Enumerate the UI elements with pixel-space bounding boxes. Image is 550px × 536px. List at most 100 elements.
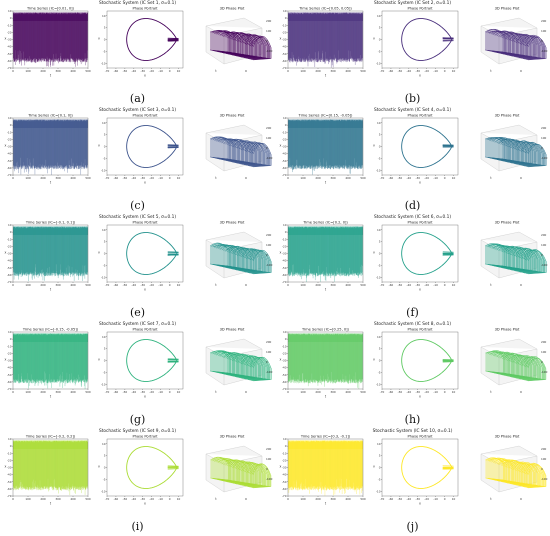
- phase-orbit: [126, 232, 178, 275]
- x-tick-label: 0: [12, 176, 14, 180]
- y-tick-label: -60: [282, 59, 287, 63]
- y-tick-label: -70: [282, 66, 287, 70]
- z-tick-label: 100: [266, 136, 272, 140]
- y-tick-label: -30: [7, 145, 12, 149]
- y-tick-label: -10: [376, 61, 381, 65]
- panel-suptitle: Stochastic System (IC Set 10, σ=0.1): [372, 429, 453, 434]
- time-series-band: [288, 333, 363, 342]
- x-tick-label: 10: [177, 283, 181, 287]
- figure-panel: Stochastic System (IC Set 8, σ=0.1) Time …: [275, 321, 550, 428]
- x-axis-label: t: [490, 283, 492, 287]
- y-tick-label: -30: [282, 145, 287, 149]
- phase-3d-title: 3D Phase Plot: [220, 221, 245, 225]
- y-tick-label: -70: [282, 280, 287, 284]
- x-axis-label: t: [215, 69, 217, 73]
- y-tick-label: -5: [378, 477, 381, 481]
- phase-frame: [106, 331, 184, 390]
- phase-portrait-plot: Phase Portrait -70 -60 -50 -40 -30 -20 -10 0 10 -1…: [97, 327, 189, 402]
- y-axis-label: x: [280, 465, 282, 469]
- phase-portrait-title: Phase Portrait: [132, 221, 158, 225]
- x-tick-label: 500: [85, 497, 91, 501]
- z-tick-label: 0: [266, 253, 268, 257]
- y-tick-label: -40: [282, 473, 287, 477]
- y-tick-label: -50: [7, 480, 12, 484]
- x-tick-label: -70: [380, 390, 385, 394]
- phase-portrait-svg: Phase Portrait-70 -60 -50 -40 -30 -20 -10 0 10-1…: [98, 435, 184, 506]
- phase-tail: [442, 37, 454, 42]
- phase-tail: [442, 465, 454, 470]
- z-tick-label: 100: [266, 29, 272, 33]
- x-tick-label: 300: [330, 390, 336, 394]
- time-series-title: Time Series (IC=[0.25, 0]): [301, 328, 349, 332]
- y-tick-label: -5: [378, 156, 381, 160]
- y-tick-label: 10: [283, 9, 287, 13]
- x-tick-label: -30: [140, 69, 145, 73]
- x-tick-label: 200: [40, 176, 46, 180]
- x-tick-label: -60: [114, 69, 119, 73]
- z-tick-label: 0: [266, 39, 268, 43]
- time-series-plot: Time Series (IC=[-0.15, -0.05]) 0 100 200 30…: [4, 327, 94, 402]
- y-tick-label: 10: [283, 330, 287, 334]
- x-axis-label: t: [490, 390, 492, 394]
- y-axis-label: x: [245, 497, 247, 501]
- x-tick-label: 400: [70, 69, 76, 73]
- x-tick-label: 500: [360, 176, 366, 180]
- y-tick-label: -30: [7, 38, 12, 42]
- x-tick-label: 300: [330, 497, 336, 501]
- x-tick-label: -10: [158, 283, 163, 287]
- phase-frame: [381, 10, 459, 69]
- x-axis-label: t: [215, 497, 217, 501]
- y-axis-label: x: [245, 390, 247, 394]
- y-axis-label: x: [520, 69, 522, 73]
- z-tick-label: -100: [266, 263, 273, 267]
- x-tick-label: -50: [123, 390, 128, 394]
- x-tick-label: -60: [389, 176, 394, 180]
- time-series-plot: Time Series (IC=[0.05, 0.05]) 0 100 200 300 4…: [279, 6, 369, 81]
- phase-3d-title: 3D Phase Plot: [220, 328, 245, 332]
- y-axis-label: x: [245, 283, 247, 287]
- panel-caption: (e): [129, 306, 146, 319]
- phase-orbit: [401, 446, 453, 489]
- phase-portrait-svg: Phase Portrait-70 -60 -50 -40 -30 -20 -10 0 10-1…: [373, 221, 459, 292]
- y-tick-label: 5: [379, 240, 381, 244]
- x-tick-label: 0: [12, 497, 14, 501]
- phase-portrait-plot: Phase Portrait -70 -60 -50 -40 -30 -20 -10 0 10 -1…: [97, 220, 189, 295]
- y-tick-label: -70: [282, 494, 287, 498]
- y-tick-label: 5: [104, 347, 106, 351]
- time-series-svg: Time Series (IC=[0.3, -0.1])0 100 200 300 40…: [280, 435, 366, 506]
- y-tick-label: -60: [7, 273, 12, 277]
- y-axis-label: x: [245, 69, 247, 73]
- time-series-line: [288, 12, 363, 68]
- y-tick-label: -20: [282, 244, 287, 248]
- figure-panel: Stochastic System (IC Set 6, σ=0.1) Time …: [275, 214, 550, 321]
- time-series-plot: Time Series (IC=[0.15, -0.05]) 0 100 200 300…: [279, 113, 369, 188]
- phase-3d-svg: 3D Phase Plot 200 100 0 -100 t x: [205, 435, 273, 501]
- x-tick-label: -40: [407, 390, 412, 394]
- time-series-title: Time Series (IC=[-0.15, -0.05]): [22, 328, 79, 332]
- x-tick-label: 100: [300, 176, 306, 180]
- y-tick-label: -30: [282, 38, 287, 42]
- x-tick-label: -10: [433, 69, 438, 73]
- y-axis-label: v: [373, 465, 375, 469]
- figure-panel: Stochastic System (IC Set 10, σ=0.1) Time…: [275, 428, 550, 535]
- y-axis-label: v: [373, 358, 375, 362]
- x-tick-label: -30: [415, 69, 420, 73]
- time-series-title: Time Series (IC=[-0.2, 0.2]): [25, 435, 76, 439]
- time-series-svg: Time Series (IC=[0.05, 0.05])0 100 200 300 4…: [280, 7, 366, 78]
- x-tick-label: -40: [132, 69, 137, 73]
- x-tick-label: 500: [85, 176, 91, 180]
- x-tick-label: 400: [345, 69, 351, 73]
- y-tick-label: 10: [102, 14, 106, 18]
- z-tick-label: -100: [541, 477, 548, 481]
- phase-3d-surface: [210, 456, 272, 489]
- z-tick-label: 100: [541, 243, 547, 247]
- y-tick-label: -50: [282, 159, 287, 163]
- time-series-plot: Time Series (IC=[0.25, 0]) 0 100 200 300 400 5…: [279, 327, 369, 402]
- z-tick-label: 200: [266, 447, 272, 451]
- phase-portrait-title: Phase Portrait: [132, 114, 158, 118]
- x-axis-label: x: [419, 502, 421, 506]
- time-series-plot: Time Series (IC=[0.2, 0]) 0 100 200 300 400 50…: [279, 220, 369, 295]
- panel-suptitle: Stochastic System (IC Set 7, σ=0.1): [98, 322, 177, 327]
- phase-portrait-svg: Phase Portrait-70 -60 -50 -40 -30 -20 -10 0 10-1…: [373, 7, 459, 78]
- x-axis-label: t: [490, 497, 492, 501]
